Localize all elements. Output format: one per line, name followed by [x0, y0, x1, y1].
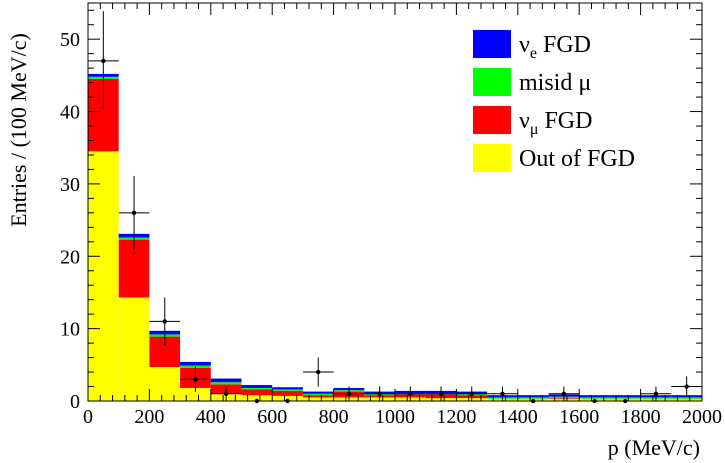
- x-tick-label: 1000: [375, 406, 415, 428]
- data-point: [640, 386, 672, 401]
- bar--fgd-bin-5: [241, 389, 273, 396]
- x-tick-label: 400: [196, 406, 226, 428]
- legend-swatch: [473, 30, 511, 58]
- x-tick-label: 1800: [621, 406, 661, 428]
- data-point: [149, 297, 181, 346]
- bar-misid--bin-16: [579, 397, 610, 399]
- data-marker: [408, 391, 413, 396]
- data-marker: [469, 391, 474, 396]
- bar-out-of-fgd-bin-0: [88, 151, 119, 401]
- bar-out-of-fgd-bin-6: [272, 395, 303, 401]
- data-point: [88, 11, 119, 111]
- y-tick-label: 50: [60, 29, 80, 51]
- data-marker: [346, 391, 352, 396]
- y-axis-title: Entries / (100 MeV/c): [6, 33, 31, 227]
- data-point: [425, 386, 457, 401]
- y-tick-label: 0: [70, 391, 80, 413]
- histogram-bars: [88, 73, 702, 401]
- data-marker: [377, 391, 382, 396]
- data-marker: [438, 391, 444, 396]
- data-marker: [500, 391, 505, 396]
- data-marker: [193, 377, 198, 382]
- legend: νe FGD misid μ νμ FGD Out of FGD: [473, 30, 635, 172]
- legend-label: νμ FGD: [519, 108, 592, 138]
- data-point: [118, 175, 150, 250]
- bar--e-fgd-bin-14: [517, 395, 549, 398]
- bar--e-fgd-bin-6: [272, 387, 303, 390]
- data-point: [210, 386, 242, 401]
- bar-out-of-fgd-bin-7: [302, 397, 334, 401]
- data-marker: [653, 391, 659, 396]
- data-marker: [131, 210, 137, 216]
- x-tick-label: 2000: [682, 406, 722, 428]
- data-point: [456, 386, 488, 401]
- bar-out-of-fgd-bin-1: [118, 297, 150, 401]
- data-point: [487, 386, 518, 401]
- legend-swatch: [473, 68, 511, 96]
- data-marker: [101, 58, 106, 64]
- data-point: [364, 386, 395, 401]
- bar-misid--bin-19: [671, 397, 702, 399]
- data-point: [395, 386, 426, 401]
- data-point: [180, 366, 211, 392]
- data-point: [548, 386, 580, 401]
- bar--e-fgd-bin-5: [241, 385, 273, 388]
- bar--e-fgd-bin-4: [210, 378, 242, 383]
- bar--e-fgd-bin-16: [579, 395, 610, 398]
- data-points: [88, 11, 702, 404]
- y-tick-label: 30: [60, 174, 80, 196]
- x-tick-label: 200: [134, 406, 164, 428]
- bar--e-fgd-bin-3: [180, 361, 211, 366]
- legend-label: misid μ: [519, 70, 591, 96]
- legend-entry: misid μ: [473, 68, 591, 96]
- x-tick-label: 600: [257, 406, 287, 428]
- x-tick-label: 1400: [498, 406, 538, 428]
- bar-out-of-fgd-bin-3: [180, 387, 211, 401]
- legend-entry: νe FGD: [473, 30, 591, 62]
- x-axis-title: p (MeV/c): [608, 435, 700, 460]
- data-marker: [684, 384, 689, 389]
- plot-frame: [87, 2, 703, 402]
- bar-misid--bin-14: [517, 397, 549, 399]
- plot-border: [87, 2, 703, 402]
- bar-out-of-fgd-bin-2: [149, 366, 181, 401]
- legend-label: Out of FGD: [519, 146, 635, 172]
- legend-entry: Out of FGD: [473, 144, 635, 172]
- axis-ticks: [87, 3, 703, 402]
- legend-entry: νμ FGD: [473, 106, 592, 138]
- y-tick-label: 10: [60, 319, 80, 341]
- x-tick-label: 1600: [559, 406, 599, 428]
- bar-misid--bin-6: [272, 389, 303, 391]
- bar-misid--bin-4: [210, 382, 242, 385]
- y-tick-label: 40: [60, 102, 80, 124]
- bar-misid--bin-17: [609, 397, 641, 399]
- bar-misid--bin-7: [302, 393, 334, 396]
- bar--fgd-bin-7: [302, 395, 334, 398]
- data-point: [333, 386, 365, 401]
- bar-misid--bin-3: [180, 365, 211, 368]
- data-point: [302, 357, 334, 387]
- x-tick-label: 1200: [436, 406, 476, 428]
- legend-swatch: [473, 106, 511, 134]
- bar--fgd-bin-6: [272, 390, 303, 396]
- y-tick-label: 20: [60, 246, 80, 268]
- data-marker: [162, 319, 167, 324]
- legend-swatch: [473, 144, 511, 172]
- bar-misid--bin-5: [241, 387, 273, 390]
- data-marker: [316, 369, 321, 375]
- bar--e-fgd-bin-7: [302, 391, 334, 394]
- data-marker: [223, 391, 229, 396]
- tick-labels: 0 200 400 600 800 1000 1200 1400 1600 1800 2000 0 10…: [60, 29, 722, 428]
- bar--e-fgd-bin-17: [609, 395, 641, 398]
- x-tick-label: 800: [319, 406, 349, 428]
- bar-out-of-fgd-bin-19: [671, 398, 702, 401]
- data-marker: [561, 391, 567, 396]
- legend-label: νe FGD: [519, 32, 591, 62]
- x-tick-label: 0: [83, 406, 93, 428]
- bar-out-of-fgd-bin-5: [241, 395, 273, 401]
